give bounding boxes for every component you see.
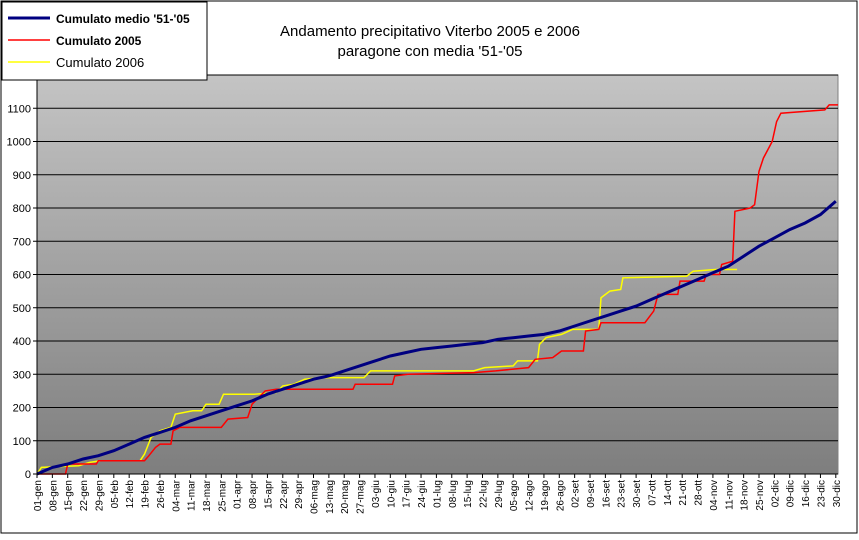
x-tick-label: 24-giu [417,480,428,508]
x-tick-label: 29-lug [494,480,505,508]
x-tick-label: 06-mag [310,480,321,514]
y-tick-label: 500 [13,303,31,315]
x-tick-label: 01-apr [233,479,244,509]
x-tick-label: 28-ott [694,480,705,506]
x-tick-label: 02-dic [770,480,781,507]
x-tick-label: 10-giu [386,480,397,508]
x-tick-label: 23-set [617,480,628,508]
x-tick-label: 08-gen [48,480,59,511]
x-tick-label: 18-mar [202,479,213,511]
legend: Cumulato medio '51-'05 Cumulato 2005 Cumul… [1,1,208,81]
x-tick-label: 22-lug [478,480,489,508]
y-tick-label: 900 [13,170,31,182]
x-tick-label: 26-ago [555,480,566,512]
x-tick-label: 01-lug [432,480,443,508]
x-tick-label: 16-set [601,480,612,508]
x-tick-label: 20-mag [340,480,351,514]
x-tick-label: 30-set [632,480,643,508]
x-tick-label: 03-giu [371,480,382,508]
x-tick-label: 27-mag [356,480,367,514]
y-tick-label: 400 [13,336,31,348]
x-tick-label: 14-ott [663,480,674,506]
y-tick-label: 1100 [7,103,31,115]
x-tick-label: 12-ago [525,480,536,512]
legend-label: Cumulato 2005 [56,34,142,48]
y-tick-label: 100 [13,436,31,448]
legend-box [1,1,208,81]
x-tick-label: 29-gen [94,480,105,511]
chart-title: Andamento precipitativo Viterbo 2005 e 2… [280,23,580,40]
x-tick-label: 15-apr [263,479,274,509]
x-tick-label: 29-apr [294,479,305,509]
x-tick-label: 05-feb [110,480,121,509]
x-tick-label: 16-dic [801,480,812,507]
x-tick-label: 04-mar [171,479,182,511]
x-tick-label: 01-gen [33,480,44,511]
x-tick-label: 15-lug [463,480,474,508]
x-tick-label: 09-set [586,480,597,508]
x-tick-label: 25-nov [755,480,766,511]
series-line [36,200,837,476]
x-tick-label: 08-apr [248,479,259,509]
legend-label: Cumulato 2006 [56,55,144,70]
x-tick-label: 12-feb [125,480,136,509]
x-tick-label: 25-mar [217,479,228,511]
x-tick-label: 05-ago [509,480,520,512]
x-tick-label: 13-mag [325,480,336,514]
x-tick-label: 19-ago [540,480,551,512]
x-tick-label: 07-ott [647,480,658,506]
y-tick-label: 1000 [7,137,31,149]
y-tick-label: 0 [25,469,31,481]
y-tick-label: 600 [13,270,31,282]
x-tick-label: 04-nov [709,480,720,511]
x-tick-label: 22-apr [279,479,290,509]
x-tick-label: 22-gen [79,480,90,511]
grid [37,74,838,475]
x-tick-label: 23-dic [816,480,827,507]
x-tick-label: 11-mar [187,479,198,511]
x-tick-label: 11-nov [724,480,735,510]
x-tick-label: 08-lug [448,480,459,508]
x-tick-label: 26-feb [156,480,167,509]
legend-label: Cumulato medio '51-'05 [56,12,190,26]
y-tick-label: 700 [13,236,31,248]
chart-subtitle: paragone con media '51-'05 [337,43,522,60]
x-tick-label: 30-dic [832,480,843,507]
axes: 0100200300400500600700800900100011001200… [7,70,843,514]
x-tick-label: 09-dic [786,480,797,507]
series [36,104,838,476]
series-line [37,104,838,475]
x-tick-label: 17-giu [402,480,413,508]
x-tick-label: 19-feb [141,480,152,509]
x-tick-label: 15-gen [64,480,75,511]
x-tick-label: 18-nov [740,480,751,511]
y-tick-label: 200 [13,403,31,415]
x-tick-label: 02-set [571,480,582,508]
y-tick-label: 800 [13,203,31,215]
x-tick-label: 21-ott [678,480,689,506]
y-tick-label: 300 [13,369,31,381]
